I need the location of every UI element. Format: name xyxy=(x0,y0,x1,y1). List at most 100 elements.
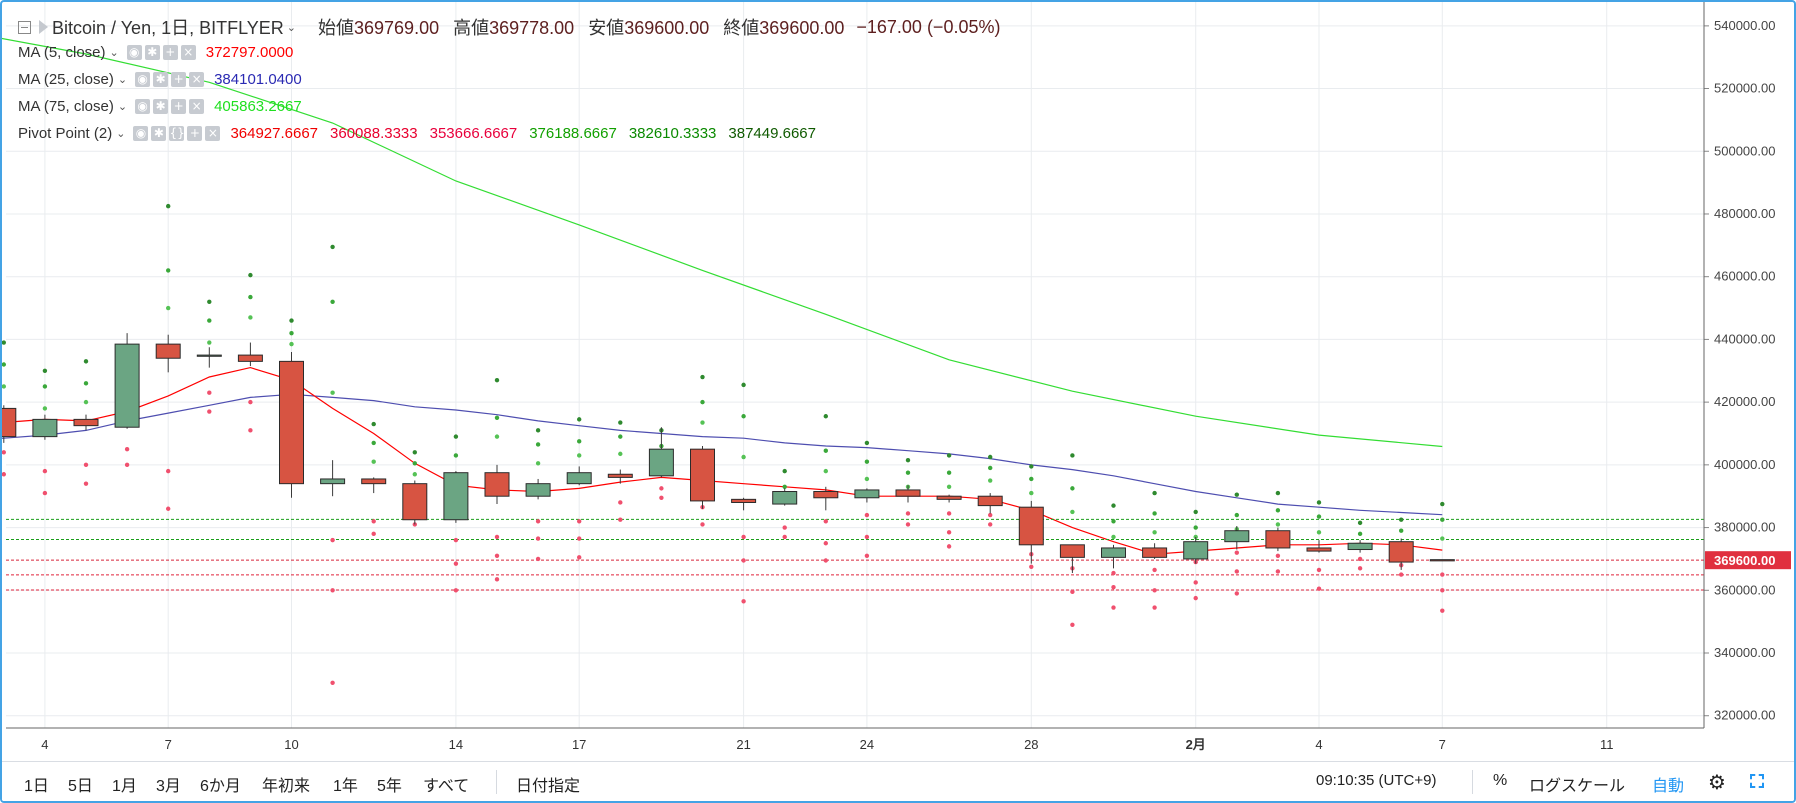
pivot-resistance-dot xyxy=(1275,522,1281,527)
goto-date-button[interactable]: 日付指定 xyxy=(516,778,581,795)
candle[interactable] xyxy=(196,347,222,368)
visibility-icon[interactable]: ◉ xyxy=(135,71,151,87)
candle[interactable] xyxy=(1101,544,1126,569)
candle[interactable] xyxy=(1306,540,1332,553)
pivot-support-dot xyxy=(124,462,130,468)
range-button[interactable]: 1日 xyxy=(24,778,49,795)
pivot-resistance-dot xyxy=(83,359,89,364)
visibility-icon[interactable]: ◉ xyxy=(135,98,151,114)
indicator-legend: MA (75, close) ⌄ ◉ ✱ + × 405863.2667 xyxy=(18,95,314,117)
candle[interactable] xyxy=(1265,527,1291,552)
candle[interactable] xyxy=(484,464,510,505)
pivot-support-dot xyxy=(1275,569,1281,574)
range-button[interactable]: 6か月 xyxy=(200,778,241,795)
pivot-resistance-dot xyxy=(823,448,828,453)
candle[interactable] xyxy=(1183,536,1209,564)
remove-icon[interactable]: × xyxy=(180,44,196,60)
settings-icon[interactable]: ✱ xyxy=(153,71,169,87)
candle[interactable] xyxy=(648,427,674,478)
candle[interactable] xyxy=(1059,544,1085,574)
range-button[interactable]: 年初来 xyxy=(262,778,311,795)
candle-body-up xyxy=(32,418,58,438)
range-button[interactable]: 1月 xyxy=(112,778,137,795)
candle[interactable] xyxy=(690,446,715,509)
candle[interactable] xyxy=(114,333,140,429)
candle[interactable] xyxy=(1429,559,1455,562)
chevron-down-icon[interactable]: ⌄ xyxy=(117,73,128,86)
candle[interactable] xyxy=(813,486,839,511)
clock-time[interactable]: 09:10:35 (UTC+9) xyxy=(1316,772,1437,789)
symbol-title[interactable]: Bitcoin / Yen, 1日, BITFLYER xyxy=(52,18,284,38)
fullscreen-icon[interactable] xyxy=(1750,774,1764,788)
add-icon[interactable]: + xyxy=(171,98,187,114)
pivot-resistance-dot xyxy=(289,330,294,336)
candle[interactable] xyxy=(566,466,592,486)
ma25-line[interactable] xyxy=(2,393,1443,516)
indicator-name[interactable]: Pivot Point (2) xyxy=(18,124,113,142)
collapse-legend-icon[interactable] xyxy=(18,20,31,34)
candle[interactable] xyxy=(607,469,633,484)
add-icon[interactable]: + xyxy=(187,125,203,141)
settings-icon[interactable]: ✱ xyxy=(153,98,169,114)
remove-icon[interactable]: × xyxy=(189,71,205,87)
candle[interactable] xyxy=(279,351,304,498)
visibility-icon[interactable]: ◉ xyxy=(133,125,149,141)
log-scale-toggle[interactable]: ログスケール xyxy=(1529,778,1626,795)
candle[interactable] xyxy=(402,480,428,525)
ma75-line[interactable] xyxy=(2,31,1443,448)
flag-icon[interactable] xyxy=(39,20,48,34)
indicator-name[interactable]: MA (75, close) xyxy=(18,97,114,115)
range-button[interactable]: すべて xyxy=(423,778,470,795)
candle[interactable] xyxy=(525,478,551,500)
candle[interactable] xyxy=(895,485,921,503)
range-button[interactable]: 5日 xyxy=(68,778,93,795)
indicator-name[interactable]: MA (5, close) xyxy=(18,43,106,61)
candle[interactable] xyxy=(977,493,1003,514)
candle[interactable] xyxy=(936,494,962,503)
ma5-line[interactable] xyxy=(2,366,1443,555)
candle[interactable] xyxy=(443,471,469,523)
settings-icon[interactable]: ✱ xyxy=(151,125,167,141)
percent-scale-toggle[interactable]: % xyxy=(1493,772,1508,789)
candle[interactable] xyxy=(854,488,880,503)
settings-icon[interactable]: ✱ xyxy=(144,44,160,60)
chevron-down-icon[interactable]: ⌄ xyxy=(109,46,119,59)
candle[interactable] xyxy=(1142,543,1168,559)
candle[interactable] xyxy=(320,460,346,497)
auto-scale-toggle[interactable]: 自動 xyxy=(1652,778,1685,795)
candle[interactable] xyxy=(73,414,99,431)
candle[interactable] xyxy=(731,497,757,511)
candle[interactable] xyxy=(1388,538,1414,570)
x-axis-tick-label: 4 xyxy=(1315,737,1322,752)
y-axis-tick-label: 400000.00 xyxy=(1714,457,1775,472)
source-code-icon[interactable]: {} xyxy=(169,125,185,141)
candle[interactable] xyxy=(361,477,387,494)
range-button[interactable]: 5年 xyxy=(377,778,402,795)
gear-icon[interactable]: ⚙ xyxy=(1708,770,1726,794)
chevron-down-icon[interactable]: ⌄ xyxy=(116,127,126,140)
y-axis-tick-label: 480000.00 xyxy=(1714,206,1775,221)
candle-body-up xyxy=(854,489,880,499)
remove-icon[interactable]: × xyxy=(189,98,205,114)
chevron-down-icon[interactable]: ⌄ xyxy=(117,100,128,113)
remove-icon[interactable]: × xyxy=(205,125,221,141)
range-button[interactable]: 1年 xyxy=(333,778,358,795)
range-button[interactable]: 3月 xyxy=(156,778,181,795)
candle[interactable] xyxy=(1018,500,1044,564)
add-icon[interactable]: + xyxy=(171,71,187,87)
add-icon[interactable]: + xyxy=(162,44,178,60)
pivot-resistance-dot xyxy=(946,484,952,490)
pivot-support-dot xyxy=(494,577,500,582)
candle[interactable] xyxy=(1347,540,1373,553)
candle[interactable] xyxy=(155,334,181,373)
visibility-icon[interactable]: ◉ xyxy=(126,44,142,60)
candle[interactable] xyxy=(2,405,17,443)
candle[interactable] xyxy=(1224,526,1250,550)
candle[interactable] xyxy=(32,414,58,440)
candle[interactable] xyxy=(237,342,263,367)
indicator-name[interactable]: MA (25, close) xyxy=(18,70,114,88)
candle[interactable] xyxy=(772,488,798,506)
pivot-support-dot xyxy=(535,519,541,524)
chevron-down-icon[interactable]: ⌄ xyxy=(286,21,296,34)
price-chart[interactable]: 320000.00 340000.00 360000.00 380000.00 4000… xyxy=(2,2,1794,761)
